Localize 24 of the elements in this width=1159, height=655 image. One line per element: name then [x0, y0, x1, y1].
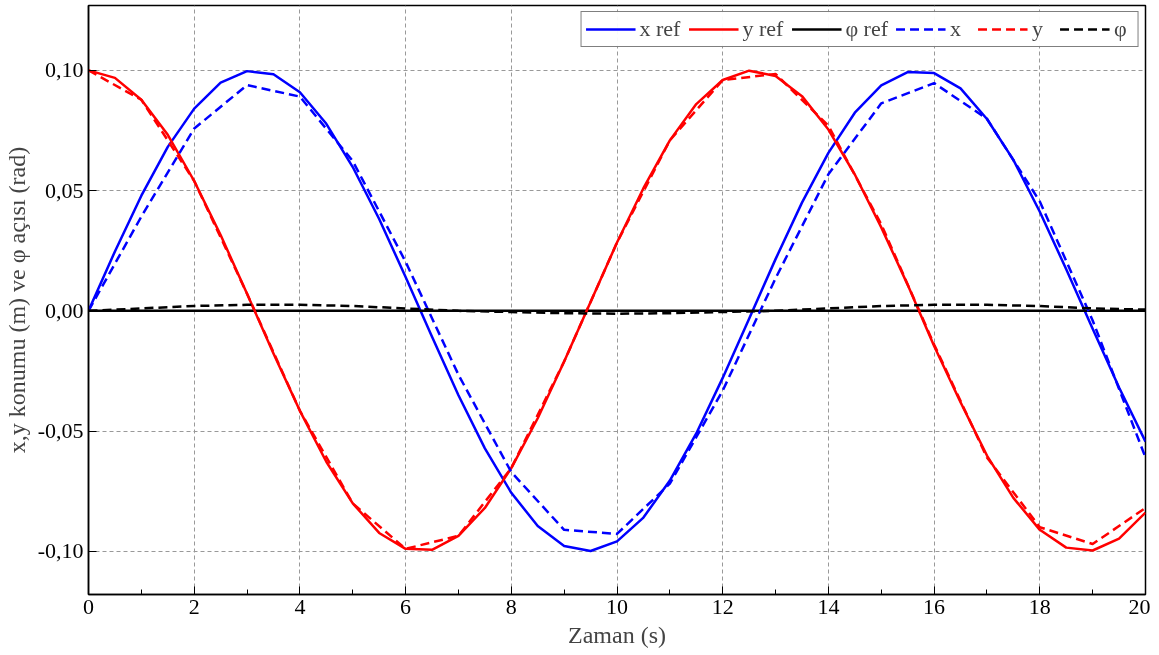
legend-label: x — [950, 16, 962, 42]
y-axis-title: x,y konumu (m) ve φ açısı (rad) — [3, 146, 30, 454]
legend-label: x ref — [639, 16, 681, 42]
x-tick-label: 20 — [1128, 593, 1151, 619]
x-tick-label: 18 — [1028, 593, 1051, 619]
x-tick-label: 4 — [294, 593, 306, 619]
x-tick-label: 8 — [505, 593, 517, 619]
legend-label: y — [1032, 16, 1044, 42]
x-axis-title: Zaman (s) — [568, 621, 666, 648]
y-tick-label: -0,10 — [37, 538, 84, 564]
x-tick-label: 16 — [923, 593, 946, 619]
legend-label: φ — [1114, 16, 1128, 42]
x-tick-label: 14 — [817, 593, 840, 619]
x-tick-label: 0 — [83, 593, 94, 619]
x-tick-label: 12 — [711, 593, 734, 619]
legend-label: y ref — [742, 16, 784, 42]
y-tick-label: 0,05 — [45, 177, 84, 203]
x-tick-label: 2 — [188, 593, 200, 619]
y-tick-label: 0,00 — [45, 297, 84, 323]
x-tick-label: 10 — [606, 593, 628, 619]
y-tick-label: -0,05 — [37, 418, 84, 444]
y-tick-label: 0,10 — [45, 57, 84, 83]
x-tick-label: 6 — [400, 593, 412, 619]
legend-label: φ ref — [845, 16, 888, 42]
